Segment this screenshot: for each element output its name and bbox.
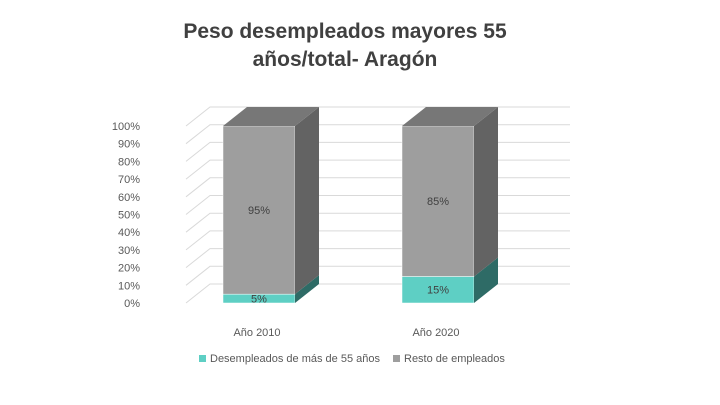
bar-segment (401, 276, 475, 304)
chart-title-line-1: Peso desempleados mayores 55 (183, 20, 507, 43)
y-tick-label: 100% (112, 121, 140, 133)
y-tick-label: 50% (118, 210, 140, 222)
x-tick-label: Año 2020 (412, 327, 459, 339)
data-label: 95% (248, 205, 270, 217)
y-tick-label: 60% (118, 192, 140, 204)
bar-segment (222, 125, 296, 295)
legend-entry: Resto de empleados (404, 353, 505, 365)
legend-swatch (199, 355, 206, 362)
data-label: 5% (251, 294, 267, 306)
x-axis: Año 2010 Año 2020 (233, 327, 459, 339)
bar-side (474, 257, 498, 303)
bar-side (295, 275, 319, 303)
y-tick-label: 40% (118, 227, 140, 239)
chart-title-line-2: años/total- Aragón (253, 48, 438, 71)
data-label: 15% (427, 285, 449, 297)
bar-top (223, 107, 319, 126)
bar-top (402, 107, 498, 126)
y-tick-label: 10% (118, 280, 140, 292)
y-tick-label: 80% (118, 156, 140, 168)
legend-swatch (393, 355, 400, 362)
bar-side (474, 107, 498, 277)
y-tick-label: 0% (124, 298, 140, 310)
y-tick-label: 70% (118, 174, 140, 186)
data-label: 85% (427, 196, 449, 208)
y-tick-label: 90% (118, 139, 140, 151)
y-tick-label: 20% (118, 263, 140, 275)
bar-side (295, 107, 319, 295)
legend: Desempleados de más de 55 años Resto de e… (199, 353, 505, 365)
x-tick-label: Año 2010 (233, 327, 280, 339)
legend-entry: Desempleados de más de 55 años (210, 353, 380, 365)
y-tick-label: 30% (118, 245, 140, 257)
bars: 5% 95% 15% 85% (222, 107, 498, 306)
y-axis: 0% 10% 20% 30% 40% 50% 60% 70% 80% 90% 100% (112, 121, 140, 310)
